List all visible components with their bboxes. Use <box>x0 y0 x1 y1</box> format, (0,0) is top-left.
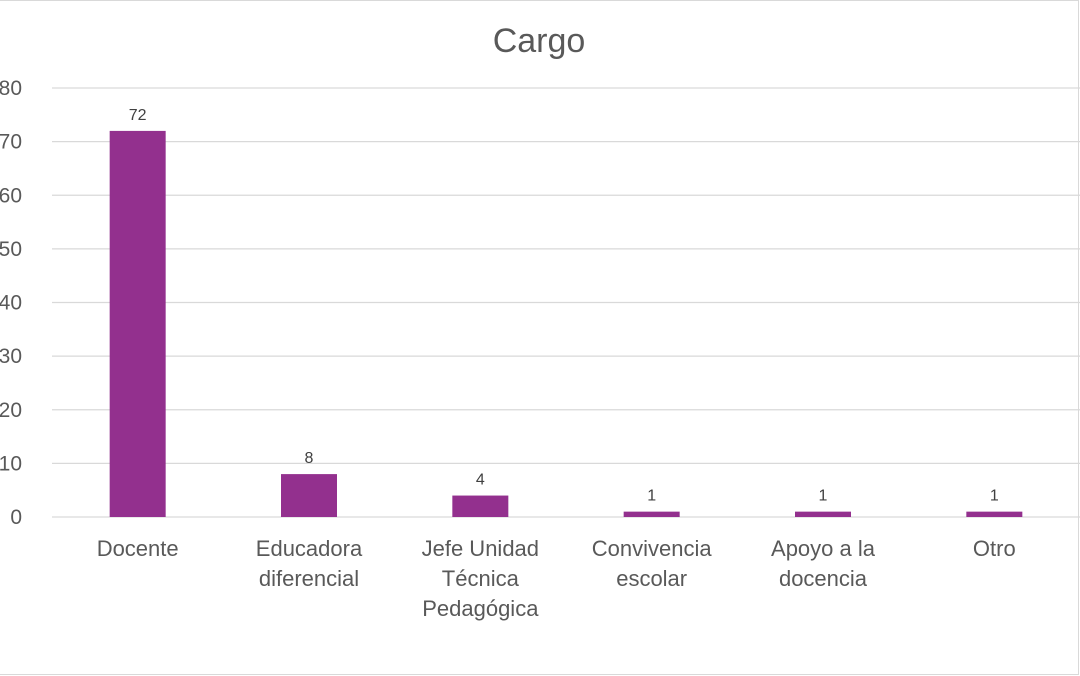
x-category-label: Convivencia escolar <box>592 536 713 591</box>
y-tick-label: 70 <box>0 131 22 154</box>
x-category-line: Apoyo a la <box>771 536 876 561</box>
y-tick-label: 30 <box>0 345 22 368</box>
data-label: 1 <box>819 488 828 505</box>
y-tick-label: 20 <box>0 399 22 422</box>
bars <box>109 130 1023 517</box>
x-category-line: Otro <box>973 536 1016 561</box>
x-category-line: Técnica <box>442 566 520 591</box>
bar <box>623 511 680 517</box>
x-category-line: Jefe Unidad <box>422 536 539 561</box>
y-tick-label: 0 <box>10 506 22 529</box>
chart-title: Cargo <box>493 22 586 60</box>
data-labels: 72 8 4 1 1 1 <box>129 107 999 505</box>
x-category-label: Apoyo a la docencia <box>771 536 876 591</box>
x-category-line: Pedagógica <box>422 596 539 621</box>
x-category-line: docencia <box>779 566 868 591</box>
y-tick-label: 60 <box>0 184 22 207</box>
data-label: 72 <box>129 107 147 124</box>
x-category-label: Educadora diferencial <box>256 536 363 591</box>
x-axis-categories: Docente Educadora diferencial Jefe Unidad Té… <box>97 536 1016 621</box>
x-category-line: Convivencia <box>592 536 713 561</box>
y-axis-ticks: 0 10 20 30 40 50 60 70 80 <box>0 77 22 529</box>
data-label: 4 <box>476 472 485 489</box>
data-label: 1 <box>647 488 656 505</box>
x-category-label: Jefe Unidad Técnica Pedagógica <box>422 536 540 621</box>
bar <box>966 511 1023 517</box>
x-category-label: Docente <box>97 536 179 561</box>
bar <box>281 474 337 517</box>
x-category-line: diferencial <box>259 566 359 591</box>
data-label: 8 <box>305 450 314 467</box>
bar <box>452 495 509 517</box>
x-category-line: Docente <box>97 536 179 561</box>
y-tick-label: 80 <box>0 77 22 100</box>
bar <box>795 511 851 517</box>
y-tick-label: 10 <box>0 452 22 475</box>
bar <box>109 130 166 517</box>
data-label: 1 <box>990 488 999 505</box>
x-category-line: escolar <box>616 566 687 591</box>
y-tick-label: 40 <box>0 292 22 315</box>
y-tick-label: 50 <box>0 238 22 261</box>
x-category-label: Otro <box>973 536 1016 561</box>
gridlines <box>52 87 1080 518</box>
x-category-line: Educadora <box>256 536 363 561</box>
